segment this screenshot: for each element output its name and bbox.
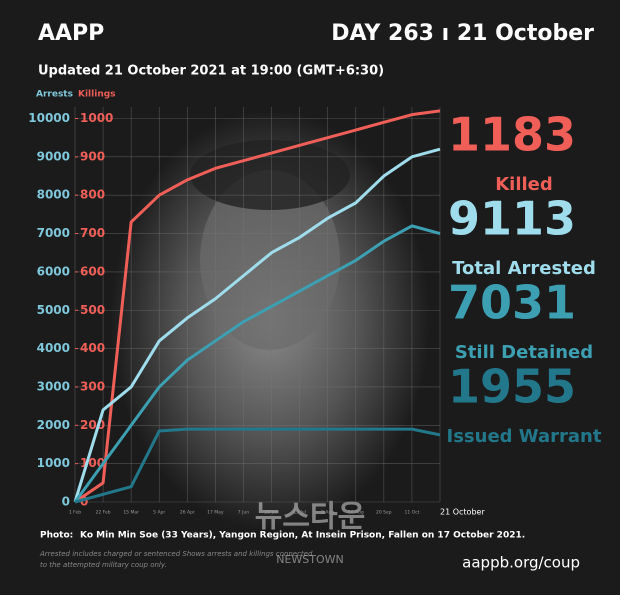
x-tick-label: 30 Aug: [348, 510, 364, 516]
x-tick-label: 22 Feb: [96, 510, 111, 516]
portrait-face: [200, 170, 340, 350]
x-tick-label: 11 Oct: [404, 510, 419, 516]
y-tick-label: 4000: [37, 341, 70, 355]
x-tick-label: 21 October: [440, 508, 485, 517]
url: aappb.org/coup: [462, 554, 580, 572]
y2-tick-label: 500: [80, 303, 105, 317]
watermark: NEWSTOWN: [276, 553, 344, 566]
note: to the attempted military coup only.: [40, 561, 167, 569]
x-tick-label: 19 Jul: [293, 510, 306, 516]
x-tick-label: 28 Jun: [264, 510, 278, 516]
stat-label: Issued Warrant: [447, 426, 602, 447]
x-tick-label: 20 Sep: [376, 510, 392, 516]
y-tick-label: 3000: [37, 379, 70, 393]
y-tick-label: 6000: [37, 264, 70, 278]
y-tick-label: 7000: [37, 226, 70, 240]
series-line: [73, 147, 441, 503]
y2-tick-label: 300: [80, 379, 105, 393]
y-tick-label: 5000: [37, 303, 70, 317]
photo-label: Photo:: [40, 531, 73, 541]
photo-caption: Ko Min Min Soe (33 Years), Yangon Region…: [80, 531, 525, 541]
note: Arrested includes charged or sentenced S…: [39, 550, 313, 558]
y2-tick-label: 700: [80, 226, 105, 240]
y-tick-label: 1000: [37, 456, 70, 470]
y2-label: Killings: [78, 90, 116, 100]
y-tick-label: 2000: [37, 418, 70, 432]
stat-value: 9113: [448, 192, 576, 246]
series-line: [73, 224, 441, 503]
stat-label: Killed: [495, 174, 553, 195]
portrait-hair: [190, 140, 350, 210]
watermark: 뉴스타운: [255, 500, 365, 535]
stat-value: 1955: [448, 360, 576, 414]
stat-value: 1183: [448, 108, 576, 162]
series-line: [74, 427, 441, 504]
y-tick-label: 8000: [37, 188, 70, 202]
y-tick-label: 10000: [28, 111, 70, 125]
x-tick-label: 26 Apr: [180, 510, 195, 516]
stat-label: Total Arrested: [452, 258, 596, 279]
y2-tick-label: 900: [80, 149, 105, 163]
brand: AAPP: [38, 21, 104, 46]
y2-tick-label: 600: [80, 264, 105, 278]
y2-tick-label: 400: [80, 341, 105, 355]
y-tick-label: 0: [62, 495, 70, 509]
y2-tick-label: 1000: [80, 111, 113, 125]
y-tick-label: 9000: [37, 149, 70, 163]
x-tick-label: 9 Aug: [321, 510, 334, 516]
y2-tick-label: 800: [80, 188, 105, 202]
y-label: Arrests: [36, 90, 73, 100]
series-line: [74, 109, 441, 504]
x-tick-label: 15 Mar: [123, 510, 139, 516]
x-tick-label: 7 Jun: [238, 510, 249, 516]
day-title: DAY 263 ı 21 October: [331, 21, 594, 46]
stat-label: Still Detained: [455, 342, 593, 363]
x-tick-label: 17 May: [207, 510, 224, 516]
x-tick-label: 1 Feb: [69, 510, 81, 516]
x-tick-label: 5 Apr: [153, 510, 165, 516]
updated: Updated 21 October 2021 at 19:00 (GMT+6:…: [38, 64, 384, 79]
stat-value: 7031: [448, 276, 576, 330]
y2-tick-label: 0: [80, 495, 88, 509]
